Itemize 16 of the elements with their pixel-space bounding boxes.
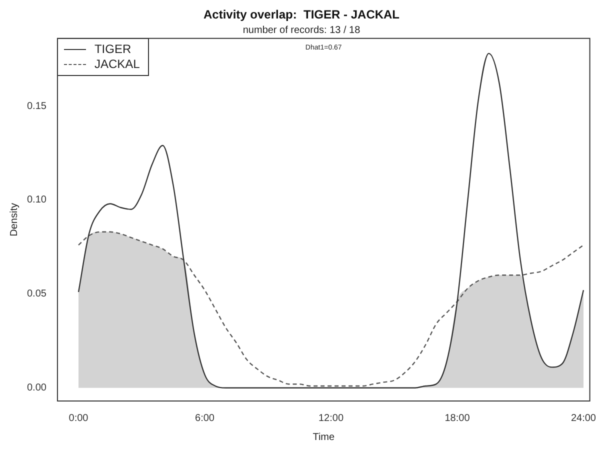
line-series	[78, 52, 584, 388]
chart-title: Activity overlap: TIGER - JACKAL	[203, 8, 400, 22]
x-axis-title: Time	[312, 432, 335, 443]
y-tick-label: 0.15	[26, 100, 47, 112]
x-tick-label: 18:00	[444, 412, 470, 424]
chart-subtitle: number of records: 13 / 18	[242, 25, 361, 36]
x-tick-label: 6:00	[195, 412, 215, 424]
legend-label: TIGER	[94, 42, 132, 58]
x-tick-label: 24:00	[570, 412, 596, 424]
legend-label: JACKAL	[94, 57, 140, 72]
y-tick-label: 0.10	[26, 194, 47, 206]
y-tick-label: 0.05	[26, 288, 47, 300]
x-tick-label: 12:00	[318, 412, 344, 424]
y-axis-title: Density	[8, 203, 20, 236]
y-tick-label: 0.00	[26, 382, 47, 394]
x-tick-label: 0:00	[68, 412, 89, 424]
